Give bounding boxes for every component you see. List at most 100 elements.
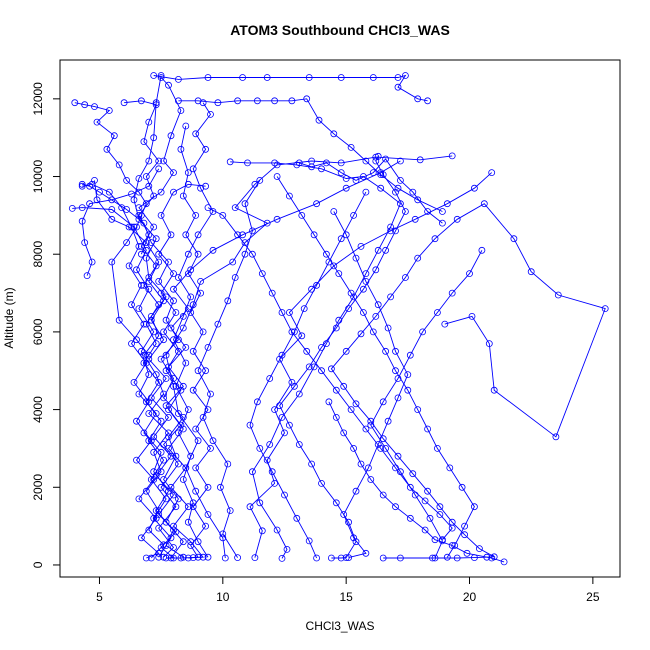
data-point bbox=[184, 250, 192, 258]
data-point bbox=[330, 262, 338, 270]
data-point bbox=[194, 538, 202, 546]
data-point bbox=[322, 159, 330, 167]
data-point bbox=[303, 347, 311, 355]
data-point bbox=[234, 554, 242, 561]
data-point bbox=[448, 524, 456, 532]
data-point bbox=[330, 208, 338, 215]
data-point bbox=[276, 355, 284, 363]
data-point bbox=[204, 74, 212, 81]
data-point bbox=[229, 258, 237, 266]
data-point bbox=[394, 74, 402, 81]
data-point bbox=[461, 522, 469, 530]
data-point bbox=[382, 246, 390, 254]
data-point bbox=[266, 375, 274, 382]
data-point bbox=[155, 277, 163, 285]
data-point bbox=[441, 320, 449, 328]
data-point bbox=[224, 460, 232, 468]
data-point bbox=[241, 239, 249, 247]
data-point bbox=[345, 554, 353, 561]
data-point bbox=[202, 522, 210, 530]
data-point bbox=[204, 343, 212, 351]
data-point bbox=[246, 421, 254, 429]
data-point bbox=[374, 152, 382, 160]
data-point bbox=[226, 158, 234, 166]
data-point bbox=[157, 188, 165, 196]
data-point bbox=[165, 406, 172, 414]
data-point bbox=[382, 347, 390, 355]
data-point bbox=[288, 328, 296, 336]
data-point bbox=[152, 101, 160, 109]
series-line bbox=[330, 203, 606, 559]
series-8 bbox=[155, 157, 404, 561]
data-point bbox=[352, 487, 360, 495]
data-point bbox=[340, 382, 348, 390]
data-point bbox=[83, 272, 91, 280]
data-point bbox=[313, 281, 321, 289]
data-point bbox=[135, 390, 143, 398]
data-point bbox=[182, 343, 190, 351]
data-point bbox=[157, 289, 165, 297]
data-point bbox=[313, 554, 321, 562]
data-point bbox=[443, 200, 451, 208]
data-point bbox=[239, 74, 247, 81]
data-point bbox=[155, 258, 163, 266]
data-point bbox=[303, 95, 311, 103]
series-line bbox=[178, 98, 443, 212]
data-point bbox=[359, 309, 367, 316]
data-point bbox=[387, 293, 395, 301]
x-tick-label: 25 bbox=[586, 590, 600, 604]
data-point bbox=[475, 545, 483, 552]
data-point bbox=[394, 394, 402, 402]
data-point bbox=[135, 495, 143, 503]
data-point bbox=[352, 176, 360, 184]
data-point bbox=[187, 309, 195, 316]
data-point bbox=[268, 468, 276, 476]
data-point bbox=[226, 507, 234, 515]
data-point bbox=[374, 246, 382, 254]
data-point bbox=[207, 390, 214, 398]
data-point bbox=[71, 99, 79, 107]
data-point bbox=[152, 514, 160, 522]
data-point bbox=[184, 503, 192, 511]
data-point bbox=[147, 554, 155, 562]
data-point bbox=[362, 188, 370, 196]
data-point bbox=[135, 204, 143, 212]
series-line bbox=[94, 180, 177, 559]
data-point bbox=[150, 476, 158, 483]
data-point bbox=[115, 161, 123, 169]
data-point bbox=[554, 291, 562, 299]
data-point bbox=[110, 132, 118, 140]
data-point bbox=[155, 250, 163, 258]
data-point bbox=[88, 180, 96, 188]
data-point bbox=[179, 425, 187, 433]
data-point bbox=[281, 429, 288, 437]
data-point bbox=[160, 328, 168, 336]
data-point bbox=[414, 254, 422, 262]
series-layer bbox=[68, 72, 609, 566]
data-point bbox=[310, 231, 318, 239]
data-point bbox=[150, 223, 158, 231]
data-point bbox=[78, 182, 86, 190]
data-point bbox=[174, 97, 182, 105]
data-point bbox=[424, 208, 432, 215]
data-point bbox=[433, 309, 441, 316]
series-line bbox=[299, 158, 443, 224]
data-point bbox=[357, 460, 365, 468]
data-point bbox=[527, 268, 535, 276]
data-point bbox=[463, 549, 471, 557]
data-point bbox=[214, 320, 222, 328]
data-point bbox=[325, 398, 333, 406]
data-point bbox=[295, 390, 303, 398]
data-point bbox=[278, 555, 286, 562]
data-point bbox=[337, 159, 345, 167]
data-point bbox=[409, 188, 417, 196]
data-point bbox=[140, 429, 148, 437]
data-point bbox=[184, 180, 192, 188]
data-point bbox=[96, 188, 103, 196]
data-point bbox=[179, 382, 187, 390]
data-point bbox=[431, 554, 439, 562]
data-point bbox=[601, 305, 609, 313]
data-point bbox=[219, 530, 227, 538]
data-point bbox=[160, 441, 168, 448]
data-point bbox=[424, 487, 432, 495]
